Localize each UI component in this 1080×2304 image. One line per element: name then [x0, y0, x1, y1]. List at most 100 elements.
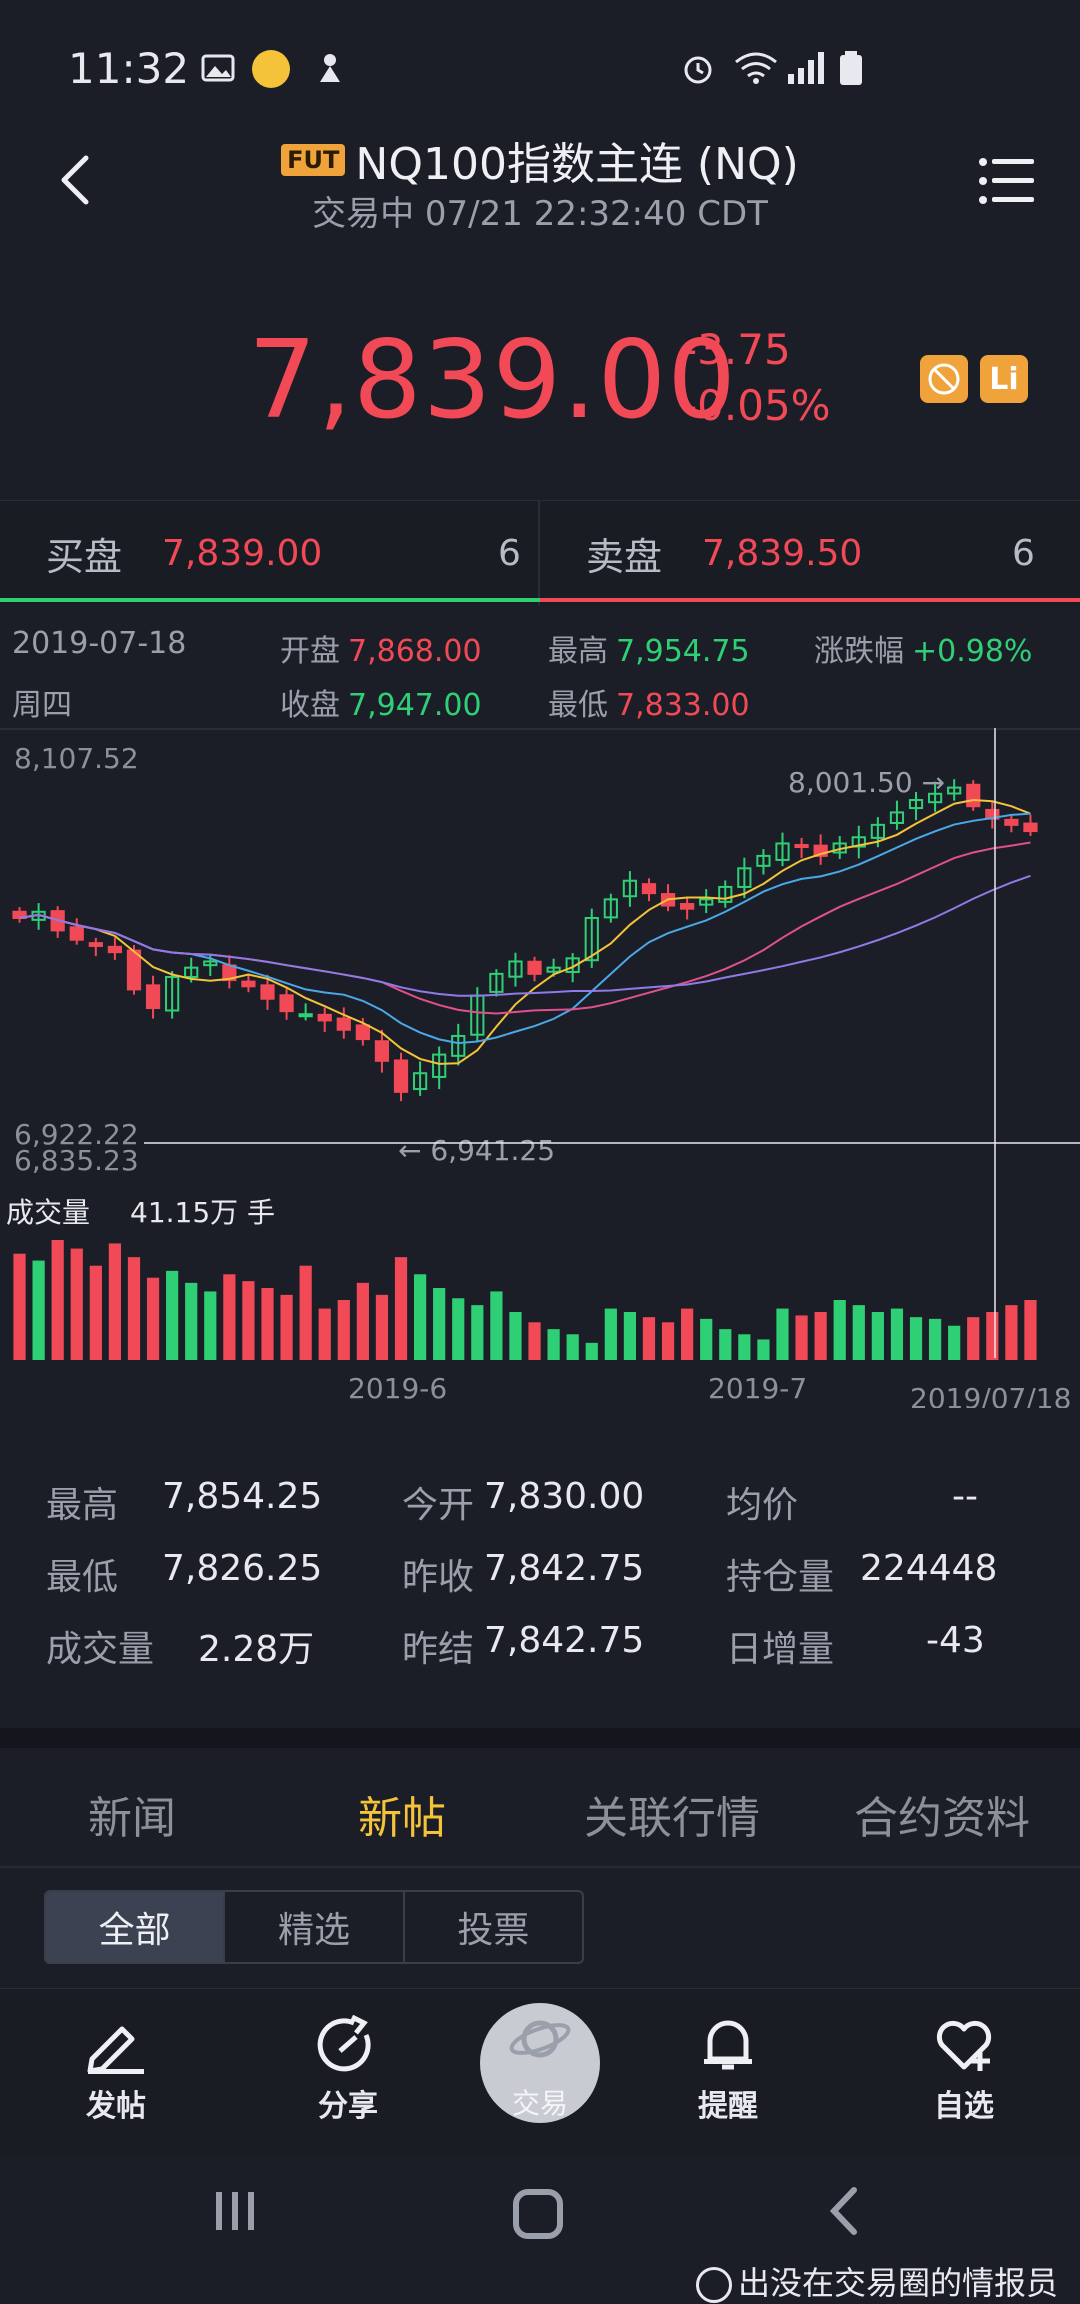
filter-poll[interactable]: 投票 [457, 1910, 530, 1951]
candle-body [489, 972, 504, 993]
change-percent: -0.05% [682, 381, 831, 430]
volume-bar [433, 1288, 446, 1360]
ask-price: 7,839.50 [702, 532, 863, 574]
candle-body [241, 980, 256, 988]
stat-low-label: 最低 [46, 1557, 119, 1598]
stat-oi-label: 持仓量 [726, 1557, 835, 1598]
x-tick: 2019-6 [348, 1372, 447, 1405]
bell-icon [704, 2020, 752, 2070]
instrument-title: NQ100指数主连 (NQ) [355, 139, 799, 190]
heart-plus-icon [936, 2020, 992, 2071]
volume-bar [928, 1318, 942, 1360]
volume-bar [204, 1291, 217, 1360]
alert-button[interactable]: 提醒 [648, 1989, 808, 2125]
no-short-icon[interactable] [920, 355, 968, 403]
image-icon [201, 54, 235, 82]
volume-bar [852, 1305, 865, 1360]
candle-body [737, 867, 752, 888]
candle-body [165, 975, 180, 1012]
volume-bar [547, 1329, 560, 1360]
title-bar: FUT NQ100指数主连 (NQ) [0, 128, 1080, 192]
volume-bar [719, 1329, 732, 1360]
change-value: -3.75 [682, 325, 791, 374]
candle-body [813, 844, 828, 857]
ma30-line [19, 874, 1031, 997]
tab-contract-info[interactable]: 合约资料 [854, 1793, 1030, 1844]
candle-body [565, 957, 580, 974]
candle-body [603, 898, 618, 919]
candlestick-chart[interactable]: 8,107.52 6,922.22 6,835.23 8,001.50 → ← … [0, 728, 1080, 1408]
stat-low: 7,826.25 [162, 1548, 323, 1589]
volume-bar [967, 1317, 980, 1360]
bid-label: 买盘 [46, 534, 123, 579]
post-button[interactable]: 发帖 [36, 1989, 196, 2125]
stat-high: 7,854.25 [162, 1476, 323, 1517]
candle-body [298, 1013, 313, 1018]
alarm-icon [684, 56, 712, 84]
back-arrow-icon[interactable] [48, 150, 108, 210]
level-tag[interactable]: Li [980, 355, 1028, 403]
filter-all[interactable]: 全部 [46, 1892, 226, 1962]
volume-bar [738, 1334, 751, 1360]
watch-label: 自选 [934, 2089, 994, 2124]
volume-bar [108, 1243, 122, 1360]
price-change: -3.75 -0.05% [682, 322, 831, 434]
volume-bar [490, 1291, 503, 1360]
stat-avg-label: 均价 [726, 1485, 799, 1526]
bar-low: 最低 7,833.00 [548, 688, 750, 723]
volume-bar [948, 1325, 961, 1360]
candle-body [12, 910, 27, 919]
candle-body [451, 1034, 466, 1057]
divider [0, 728, 1080, 730]
crosshair-date: 2019/07/18 [910, 1382, 1071, 1408]
bid-box[interactable]: 买盘 7,839.00 [46, 501, 322, 605]
filter-featured[interactable]: 精选 [225, 1892, 405, 1962]
volume-bar [909, 1317, 923, 1360]
bid-ask-panel[interactable]: 买盘 7,839.00 6 卖盘 7,839.50 6 [0, 500, 1080, 605]
bar-high: 最高 7,954.75 [548, 634, 750, 669]
trade-button[interactable] [480, 2003, 600, 2123]
share-button[interactable]: 分享 [268, 1989, 428, 2125]
volume-bar [261, 1288, 274, 1360]
max-annotation: 8,001.50 → [788, 766, 945, 799]
wifi-icon [735, 52, 777, 84]
volume-bar [833, 1300, 846, 1360]
candle-body [1004, 818, 1019, 826]
menu-icon[interactable] [978, 156, 1036, 206]
volume-bar [51, 1240, 64, 1360]
y-top-label: 8,107.52 [14, 742, 139, 775]
candle-body [889, 811, 905, 824]
back-nav-icon[interactable] [820, 2186, 870, 2236]
volume-bar [890, 1308, 904, 1360]
candle-body [279, 994, 294, 1013]
candle-body [69, 926, 84, 941]
candle-body [908, 799, 924, 810]
ask-label: 卖盘 [586, 534, 663, 579]
candle-body [966, 783, 981, 808]
candle-body [927, 792, 943, 804]
tab-posts[interactable]: 新帖 [358, 1793, 446, 1844]
tab-divider [0, 1866, 1080, 1868]
candle-body [203, 960, 218, 967]
stat-prev-settle: 7,842.75 [484, 1620, 645, 1661]
candle-body [756, 854, 771, 867]
volume-bar [1024, 1300, 1037, 1360]
tab-related[interactable]: 关联行情 [584, 1793, 760, 1844]
y-bottom-label: 6,922.22 [14, 1118, 139, 1151]
home-icon[interactable] [510, 2186, 566, 2242]
post-filter[interactable]: 全部 精选 投票 [44, 1890, 584, 1964]
min-annotation: ← 6,941.25 [398, 1134, 555, 1167]
stat-vol: 2.28万 [198, 1629, 315, 1670]
volume-bar [700, 1318, 713, 1360]
planet-icon [509, 2020, 571, 2058]
futures-badge: FUT [281, 144, 346, 176]
volume-bar [70, 1248, 83, 1360]
volume-bar [871, 1312, 884, 1360]
volume-bar [146, 1277, 160, 1360]
watchlist-button[interactable]: 自选 [884, 1989, 1044, 2125]
candle-body [317, 1013, 332, 1022]
recent-apps-icon[interactable] [210, 2186, 260, 2236]
account-logo-icon [696, 2267, 732, 2303]
ask-box[interactable]: 卖盘 7,839.50 [586, 501, 862, 605]
tab-news[interactable]: 新闻 [88, 1793, 176, 1844]
